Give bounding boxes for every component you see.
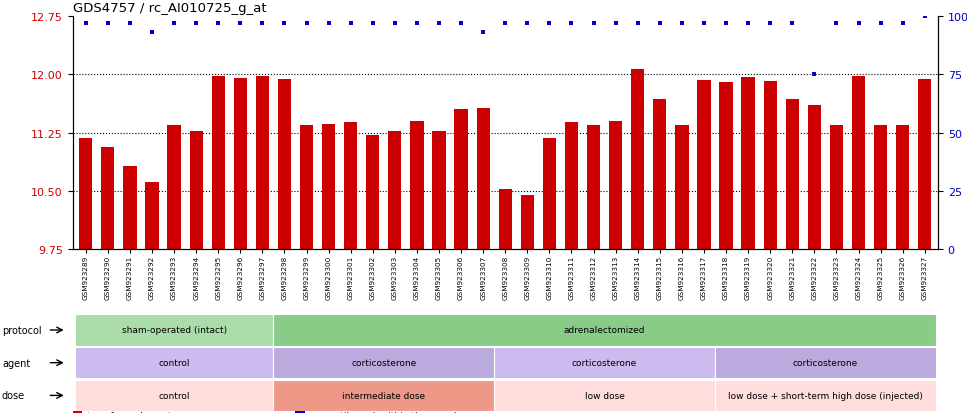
- Text: intermediate dose: intermediate dose: [342, 391, 425, 400]
- Bar: [454, 110, 468, 250]
- Bar: [520, 195, 534, 250]
- Text: protocol: protocol: [2, 325, 42, 335]
- Text: agent: agent: [2, 358, 30, 368]
- Text: control: control: [159, 391, 190, 400]
- Text: sham-operated (intact): sham-operated (intact): [122, 326, 226, 335]
- Bar: [631, 70, 644, 250]
- Bar: [830, 126, 843, 250]
- Bar: [499, 190, 512, 250]
- Bar: [167, 126, 181, 250]
- Text: corticosterone: corticosterone: [572, 358, 637, 367]
- Bar: [278, 80, 291, 250]
- Bar: [742, 78, 754, 250]
- Bar: [212, 76, 225, 250]
- Bar: [410, 121, 424, 250]
- Bar: [300, 126, 313, 250]
- Bar: [719, 83, 733, 250]
- Bar: [145, 182, 159, 250]
- Bar: [609, 121, 623, 250]
- Bar: [565, 123, 578, 250]
- Text: control: control: [159, 358, 190, 367]
- Bar: [896, 126, 909, 250]
- Text: dose: dose: [2, 390, 25, 401]
- Bar: [542, 139, 556, 250]
- Bar: [675, 126, 689, 250]
- Bar: [234, 79, 247, 250]
- Text: low dose: low dose: [585, 391, 625, 400]
- Bar: [256, 77, 269, 250]
- Bar: [587, 126, 601, 250]
- Bar: [322, 125, 336, 250]
- Bar: [852, 77, 865, 250]
- Bar: [653, 100, 666, 250]
- Text: corticosterone: corticosterone: [793, 358, 858, 367]
- Bar: [79, 139, 93, 250]
- Bar: [785, 100, 799, 250]
- Text: low dose + short-term high dose (injected): low dose + short-term high dose (injecte…: [728, 391, 923, 400]
- Bar: [477, 108, 490, 250]
- Bar: [124, 166, 136, 250]
- Bar: [807, 106, 821, 250]
- Text: corticosterone: corticosterone: [351, 358, 417, 367]
- Bar: [918, 80, 931, 250]
- Bar: [764, 82, 777, 250]
- Text: transformed count: transformed count: [87, 411, 171, 413]
- Bar: [190, 132, 203, 250]
- Text: percentile rank within the sample: percentile rank within the sample: [309, 411, 462, 413]
- Bar: [388, 132, 401, 250]
- Bar: [697, 81, 711, 250]
- Text: adrenalectomized: adrenalectomized: [564, 326, 645, 335]
- Bar: [102, 147, 114, 250]
- Text: GDS4757 / rc_AI010725_g_at: GDS4757 / rc_AI010725_g_at: [73, 2, 266, 15]
- Bar: [874, 126, 887, 250]
- Bar: [366, 135, 379, 250]
- Bar: [432, 132, 446, 250]
- Bar: [344, 123, 358, 250]
